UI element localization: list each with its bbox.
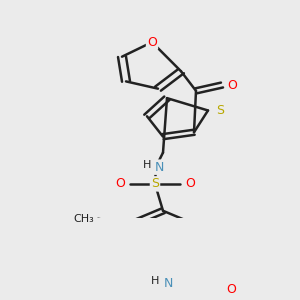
Text: O: O [185, 177, 195, 190]
Text: O: O [227, 79, 237, 92]
Text: S: S [151, 177, 159, 190]
Text: H: H [151, 275, 159, 286]
Text: S: S [216, 104, 224, 117]
Text: N: N [163, 277, 173, 290]
Text: O: O [226, 283, 236, 296]
Text: H: H [143, 160, 151, 170]
Text: O: O [147, 36, 157, 49]
Text: CH₃: CH₃ [74, 214, 94, 224]
Text: N: N [154, 161, 164, 174]
Text: O: O [115, 177, 125, 190]
